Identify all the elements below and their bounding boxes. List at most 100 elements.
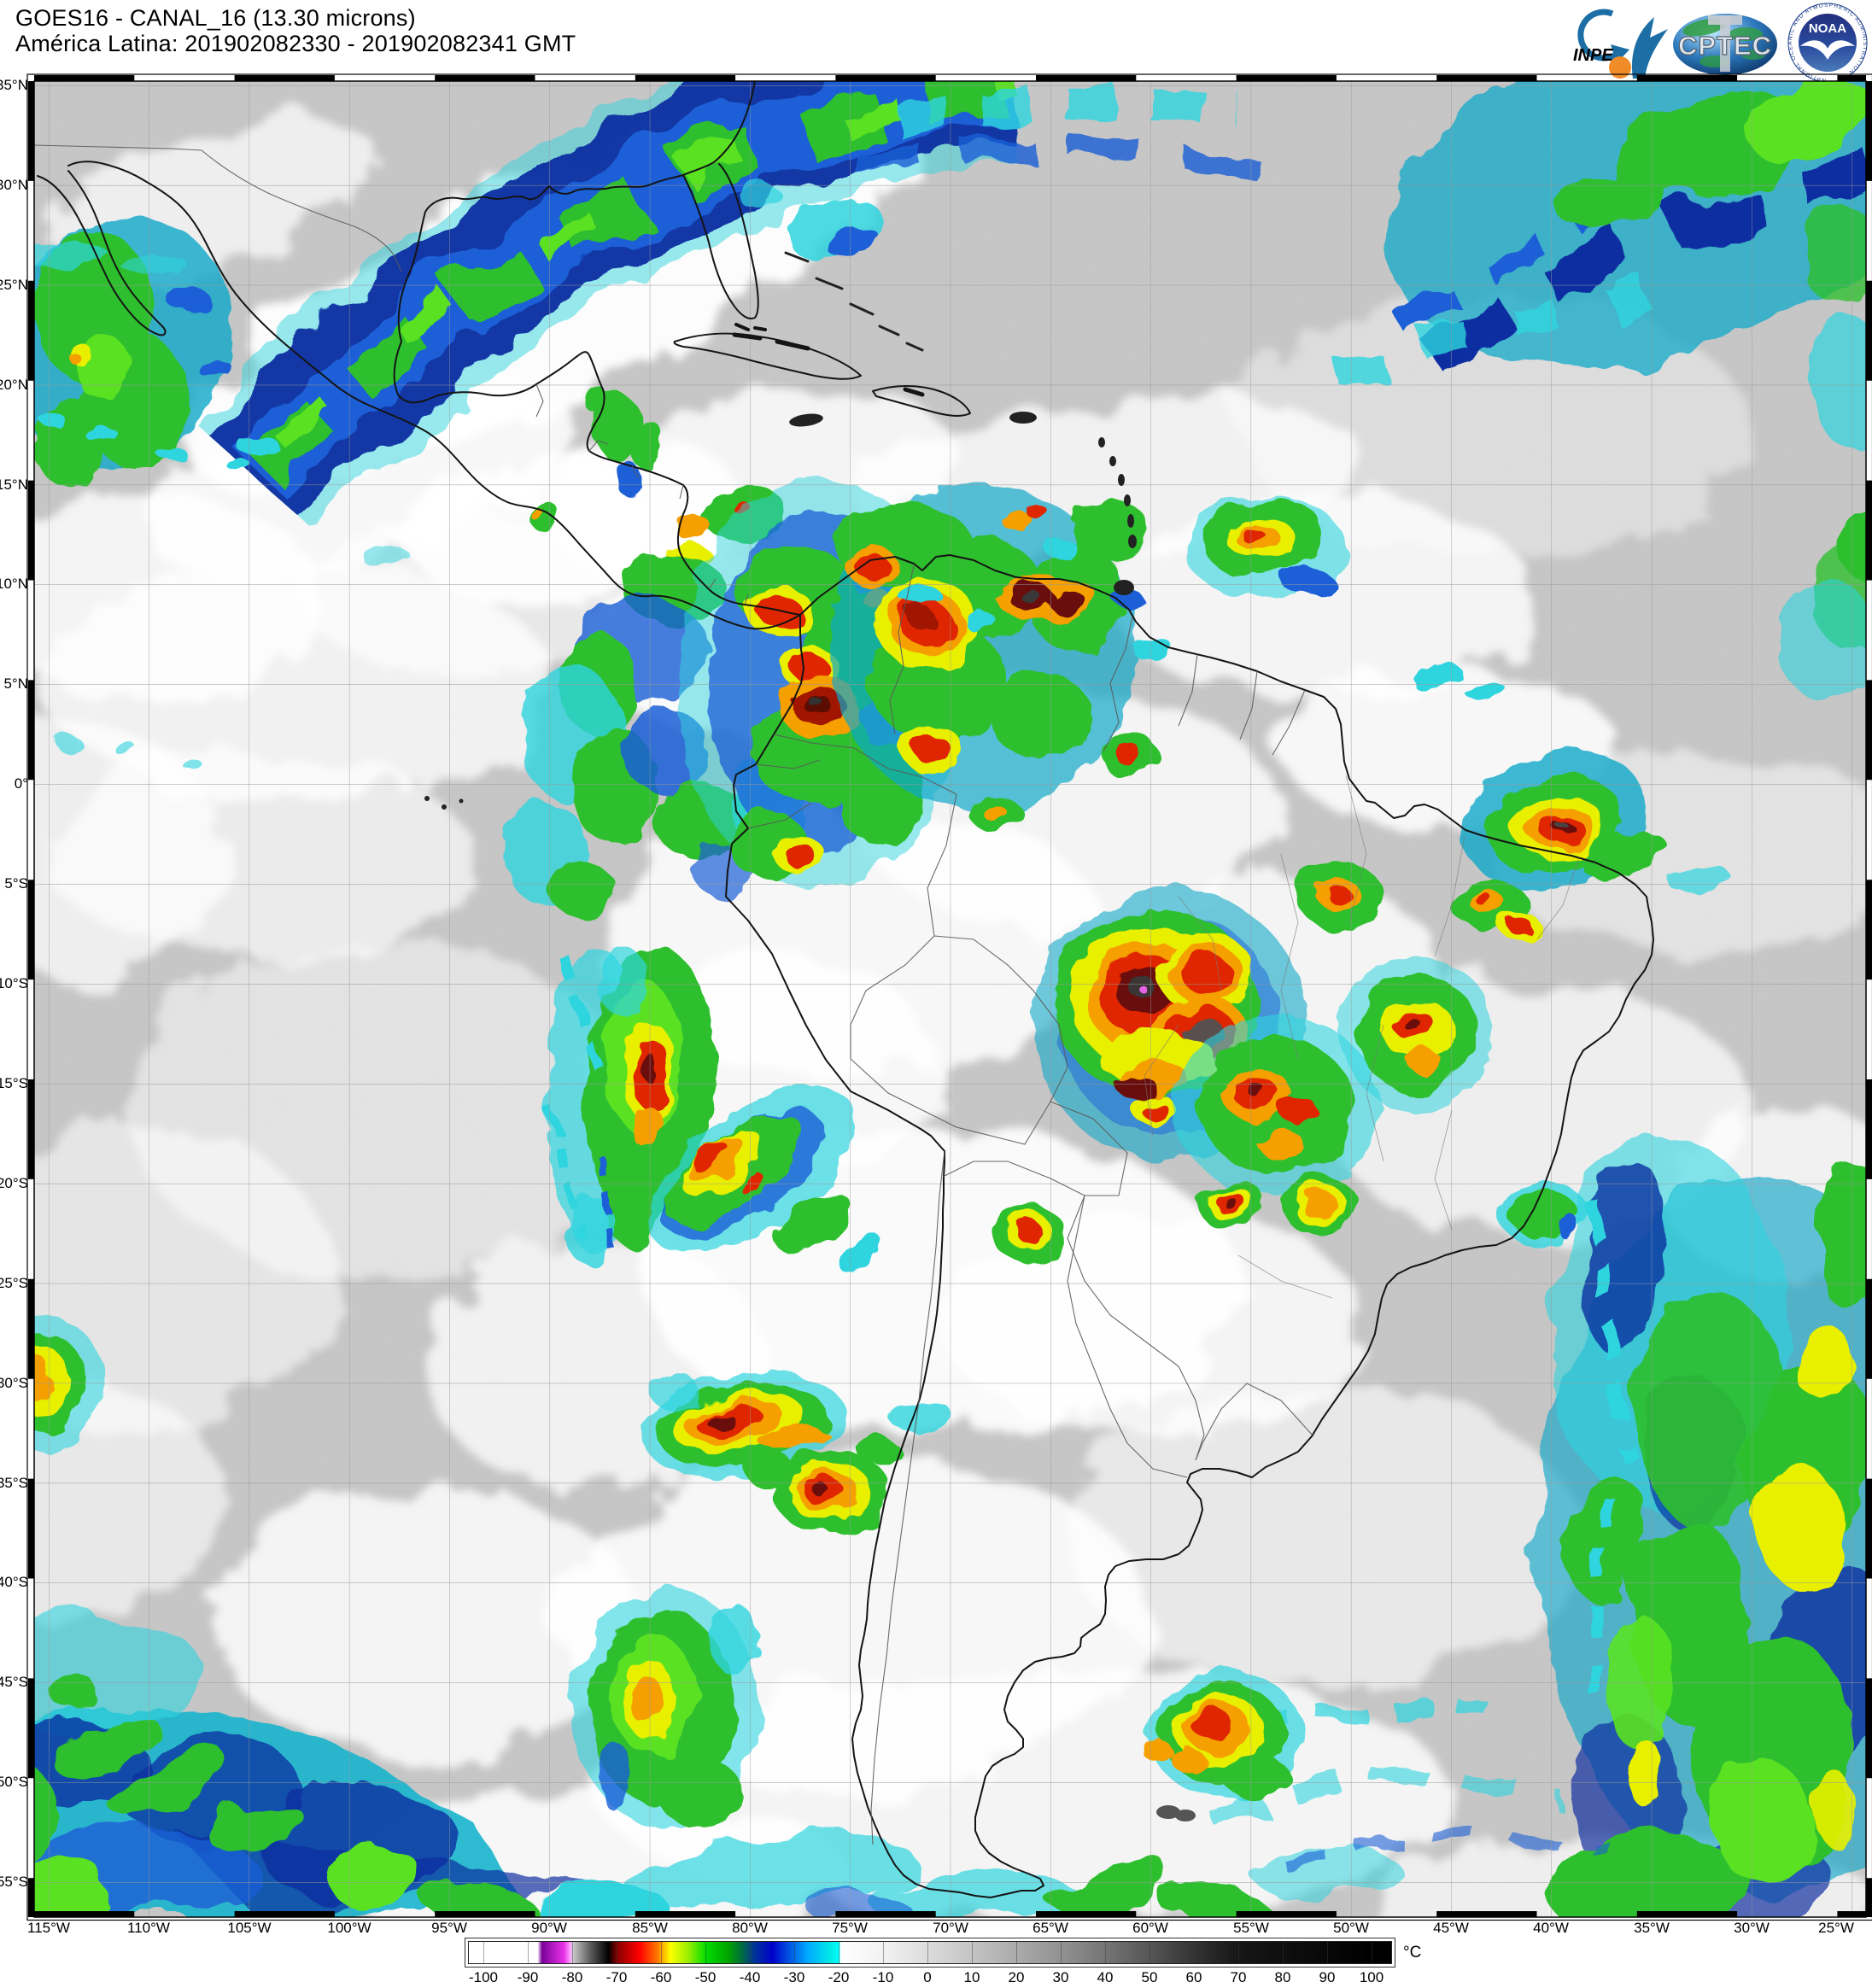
colorbar-tick-label: 30	[1052, 1969, 1069, 1985]
colorbar-tick-label: -100	[468, 1969, 499, 1985]
colorbar-tick-label: -60	[650, 1969, 672, 1985]
lon-label: 25°W	[1818, 1920, 1854, 1936]
colorbar-tick-mark	[1326, 1942, 1328, 1963]
product-subtitle-timerange: América Latina: 201902082330 - 201902082…	[15, 31, 576, 56]
noaa-logo-text: NOAA	[1809, 21, 1846, 36]
colorbar-tick-mark	[749, 1942, 751, 1963]
inpe-logo-text: INPE	[1573, 46, 1613, 65]
lat-label: 25°S	[0, 1275, 28, 1291]
lon-label: 110°W	[127, 1920, 170, 1936]
colorbar-tick-mark	[483, 1942, 484, 1963]
lon-label: 90°W	[531, 1920, 567, 1936]
lon-label: 75°W	[832, 1920, 868, 1936]
country-borders	[34, 144, 1314, 1845]
colorbar	[465, 1938, 1395, 1968]
lat-label: 5°S	[4, 875, 28, 892]
lat-label: 30°S	[0, 1375, 28, 1391]
lon-label: 95°W	[431, 1920, 467, 1936]
colorbar-tick-label: 10	[963, 1969, 980, 1985]
inpe-orbit-icon	[1577, 9, 1622, 61]
colorbar-tick-label: -70	[605, 1969, 628, 1985]
colorbar-tick-label: 20	[1008, 1969, 1025, 1985]
colorbar-gradient	[469, 1942, 1391, 1963]
colorbar-tick-mark	[1015, 1942, 1017, 1963]
lat-label: 25°N	[0, 277, 28, 293]
cptec-logo: CPTEC	[1673, 14, 1777, 75]
lon-label: 45°W	[1433, 1920, 1469, 1936]
lat-label: 15°S	[0, 1075, 28, 1091]
colorbar-tick-mark	[571, 1942, 573, 1963]
lon-label: 70°W	[933, 1920, 968, 1936]
lat-label: 30°N	[0, 177, 28, 193]
colorbar-tick-mark	[927, 1942, 928, 1963]
colorbar-tick-label: 60	[1185, 1969, 1202, 1985]
lat-label: 0°	[14, 775, 28, 792]
colorbar-tick-label: -10	[872, 1969, 894, 1985]
small-islands	[424, 412, 1196, 1821]
lat-label: 20°N	[0, 377, 28, 393]
lat-label: 50°S	[0, 1774, 28, 1790]
noaa-seagull-icon	[1800, 40, 1855, 60]
colorbar-tick-label: -30	[783, 1969, 805, 1985]
colorbar-tick-mark	[1104, 1942, 1106, 1963]
colorbar-tick-mark	[1237, 1942, 1239, 1963]
colorbar-tick-mark	[1060, 1942, 1062, 1963]
lon-label: 105°W	[227, 1920, 272, 1936]
noaa-logo: NATIONAL OCEANIC AND ATMOSPHERIC ADMINIS…	[1787, 3, 1868, 83]
colorbar-tick-label: -90	[517, 1969, 539, 1985]
colorbar-tick-mark	[1282, 1942, 1284, 1963]
product-title: GOES16 - CANAL_16 (13.30 microns)	[15, 5, 416, 31]
satellite-map	[34, 81, 1866, 1917]
inpe-logo: INPE	[1573, 9, 1668, 79]
colorbar-tick-label: 40	[1097, 1969, 1114, 1985]
colorbar-tick-mark	[971, 1942, 973, 1963]
lon-label: 30°W	[1734, 1920, 1770, 1936]
colorbar-unit: °C	[1403, 1944, 1422, 1962]
noaa-emblem-icon	[1799, 14, 1857, 72]
colorbar-tick-mark	[1193, 1942, 1195, 1963]
lat-label: 5°N	[3, 675, 28, 692]
lon-label: 65°W	[1033, 1920, 1068, 1936]
colorbar-tick-label: -20	[828, 1969, 850, 1985]
colorbar-tick-label: 100	[1359, 1969, 1384, 1985]
colorbar-tick-label: 0	[923, 1969, 932, 1985]
colorbar-tick-mark	[793, 1942, 795, 1963]
coastlines	[37, 81, 1654, 1898]
lat-label: 10°S	[0, 975, 28, 991]
lon-label: 40°W	[1533, 1920, 1569, 1936]
lat-label: 20°S	[0, 1175, 28, 1191]
lat-label: 35°N	[0, 77, 28, 93]
lon-label: 55°W	[1233, 1920, 1269, 1936]
lon-label: 100°W	[327, 1920, 371, 1936]
colorbar-tick-mark	[527, 1942, 529, 1963]
graticule-grid	[34, 81, 1866, 1917]
colorbar-tick-label: 50	[1141, 1969, 1158, 1985]
colorbar-tick-mark	[882, 1942, 884, 1963]
lon-label: 115°W	[27, 1920, 70, 1936]
inpe-orange-dot-icon	[1609, 56, 1631, 79]
lat-label: 55°S	[0, 1874, 28, 1890]
lat-label: 15°N	[0, 477, 28, 493]
lon-label: 60°W	[1132, 1920, 1168, 1936]
lat-label: 40°S	[0, 1574, 28, 1590]
lat-label: 10°N	[0, 576, 28, 592]
inpe-arrow-icon	[1632, 17, 1668, 79]
colorbar-tick-label: 80	[1274, 1969, 1291, 1985]
colorbar-tick-label: 90	[1319, 1969, 1336, 1985]
lon-label: 80°W	[732, 1920, 768, 1936]
lon-label: 85°W	[632, 1920, 668, 1936]
colorbar-tick-mark	[705, 1942, 706, 1963]
lon-label: 35°W	[1634, 1920, 1670, 1936]
colorbar-tick-label: -50	[694, 1969, 717, 1985]
lon-label: 50°W	[1333, 1920, 1369, 1936]
colorbar-tick-label: -80	[561, 1969, 583, 1985]
colorbar-tick-mark	[660, 1942, 662, 1963]
lat-label: 35°S	[0, 1475, 28, 1491]
lat-label: 45°S	[0, 1674, 28, 1690]
colorbar-tick-label: -40	[739, 1969, 761, 1985]
cptec-logo-text: CPTEC	[1678, 31, 1772, 61]
colorbar-tick-label: 70	[1230, 1969, 1247, 1985]
state-borders	[1144, 775, 1580, 1299]
